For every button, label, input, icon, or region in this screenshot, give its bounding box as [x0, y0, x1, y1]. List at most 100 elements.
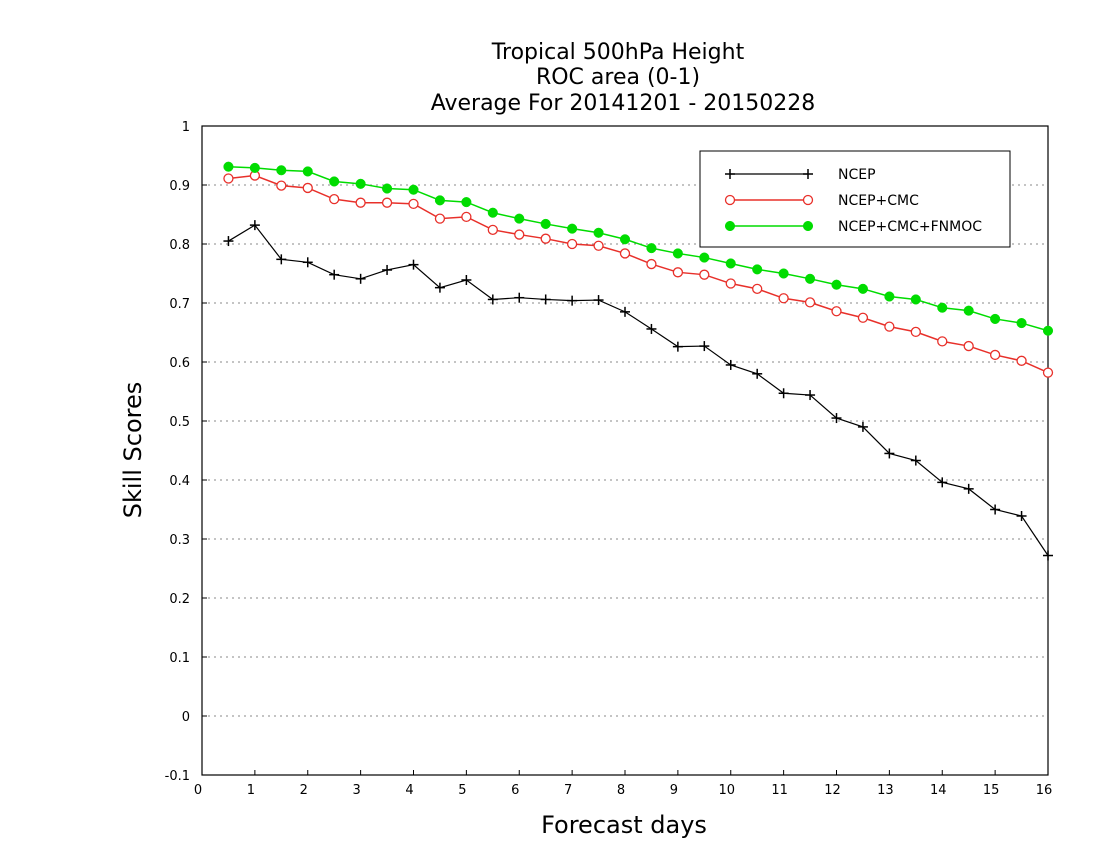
data-point-ncep-cmc-fnmoc [619, 234, 631, 245]
data-point-ncep [620, 306, 630, 317]
data-point-ncep-cmc-fnmoc [276, 165, 287, 176]
data-point-ncep-cmc-fnmoc [540, 218, 551, 229]
data-point-ncep [276, 254, 287, 265]
data-point-ncep-cmc [408, 198, 419, 210]
data-point-ncep [514, 292, 525, 303]
data-point-ncep [249, 220, 260, 231]
x-tick-label: 7 [564, 783, 572, 798]
data-point-ncep-cmc [672, 267, 684, 278]
data-point-ncep [778, 388, 789, 399]
data-point-ncep-cmc-fnmoc [593, 227, 604, 238]
data-point-ncep [355, 273, 366, 284]
data-point-ncep [672, 341, 683, 352]
data-point-ncep-cmc [1016, 355, 1027, 366]
data-point-ncep-cmc-fnmoc [223, 161, 234, 172]
y-tick-label: 0.5 [169, 415, 190, 430]
series-ncep-cmc-fnmoc [223, 161, 1054, 336]
legend-marker [802, 220, 814, 232]
chart-title-line-2: ROC area (0-1) [536, 65, 700, 90]
data-point-ncep-cmc [381, 197, 393, 208]
data-point-ncep-cmc [540, 233, 551, 244]
chart-title: Tropical 500hPa Height ROC area (0-1) Av… [431, 40, 816, 116]
legend-marker [724, 194, 736, 206]
y-tick-label: 0.7 [169, 297, 190, 312]
data-point-ncep-cmc-fnmoc [937, 302, 948, 313]
series-ncep [223, 220, 1053, 561]
legend-marker [724, 220, 736, 232]
data-point-ncep-cmc [1042, 367, 1054, 378]
data-point-ncep-cmc-fnmoc [487, 207, 498, 218]
x-tick-label: 13 [877, 783, 894, 798]
series-layer [223, 161, 1054, 561]
data-point-ncep [963, 483, 974, 494]
y-tick-label: 1 [182, 120, 190, 135]
data-point-ncep-cmc-fnmoc [461, 197, 472, 208]
chart-title-line-1: Tropical 500hPa Height [491, 40, 745, 65]
x-tick-label: 12 [824, 783, 841, 798]
legend-label: NCEP [838, 167, 876, 183]
data-point-ncep [752, 368, 763, 379]
x-tick-label: 4 [405, 783, 413, 798]
y-tick-label: 0.8 [169, 238, 190, 253]
data-point-ncep-cmc [619, 248, 631, 259]
data-point-ncep-cmc [487, 224, 498, 235]
data-point-ncep-cmc-fnmoc [752, 264, 763, 275]
data-point-ncep [434, 282, 445, 293]
data-point-ncep-cmc [910, 326, 921, 338]
x-tick-label: 3 [352, 783, 360, 798]
data-point-ncep-cmc [857, 312, 869, 323]
x-tick-label: 16 [1036, 783, 1053, 798]
series-ncep-cmc [223, 170, 1054, 378]
data-point-ncep-cmc-fnmoc [382, 183, 393, 194]
data-point-ncep-cmc [461, 211, 472, 223]
data-point-ncep-cmc-fnmoc [249, 162, 260, 173]
legend-marker [803, 169, 813, 179]
x-tick-label: 0 [194, 783, 202, 798]
data-point-ncep-cmc-fnmoc [857, 283, 868, 294]
data-point-ncep [884, 448, 895, 459]
y-tick-label: 0 [182, 710, 190, 725]
data-point-ncep-cmc-fnmoc [302, 166, 313, 177]
data-point-ncep [857, 421, 868, 432]
legend: NCEP NCEP+CMC NCEP+CMC+FNMOC [699, 150, 1011, 248]
data-point-ncep-cmc [329, 194, 340, 205]
x-axis-ticks: 0 1 2 3 4 5 6 7 8 9 10 11 12 13 14 15 16 [194, 770, 1052, 798]
data-point-ncep-cmc-fnmoc [408, 184, 419, 195]
legend-item-ncep-cmc: NCEP+CMC [724, 193, 919, 209]
data-point-ncep [382, 264, 393, 275]
data-point-ncep-cmc [434, 213, 446, 224]
data-point-ncep-cmc-fnmoc [831, 279, 842, 290]
data-point-ncep [646, 323, 657, 334]
data-point-ncep [302, 257, 313, 268]
y-tick-label: 0.2 [169, 592, 190, 607]
legend-item-ncep: NCEP [725, 167, 876, 183]
data-point-ncep-cmc-fnmoc [514, 213, 525, 224]
chart-title-line-3: Average For 20141201 - 20150228 [431, 91, 816, 116]
data-point-ncep-cmc [831, 306, 842, 317]
y-tick-label: 0.3 [169, 533, 190, 548]
grid [202, 184, 1048, 717]
x-tick-label: 6 [511, 783, 519, 798]
data-point-ncep [540, 294, 551, 305]
data-point-ncep-cmc [276, 180, 287, 191]
data-point-ncep-cmc [778, 293, 789, 304]
data-point-ncep [831, 413, 842, 424]
data-point-ncep [699, 341, 710, 352]
data-point-ncep-cmc [804, 297, 816, 308]
data-point-ncep-cmc-fnmoc [699, 252, 710, 263]
data-point-ncep-cmc [699, 269, 710, 280]
data-point-ncep-cmc-fnmoc [884, 291, 895, 302]
data-point-ncep [1043, 550, 1053, 561]
x-tick-label: 9 [670, 783, 678, 798]
data-point-ncep [567, 295, 578, 306]
data-point-ncep-cmc-fnmoc [910, 294, 921, 305]
x-tick-label: 2 [300, 783, 308, 798]
x-tick-label: 15 [983, 783, 1000, 798]
legend-label: NCEP+CMC [838, 193, 919, 209]
y-tick-label: -0.1 [165, 769, 190, 784]
data-point-ncep-cmc [593, 240, 604, 251]
x-tick-label: 5 [458, 783, 466, 798]
data-point-ncep-cmc-fnmoc [990, 313, 1001, 324]
